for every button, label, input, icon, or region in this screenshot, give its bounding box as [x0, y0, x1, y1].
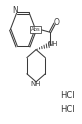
Text: HCl: HCl	[60, 91, 74, 100]
FancyBboxPatch shape	[30, 26, 41, 33]
Text: Abs: Abs	[31, 27, 41, 32]
Text: O: O	[53, 18, 59, 27]
Text: NH: NH	[47, 41, 58, 47]
Text: NH: NH	[31, 81, 41, 87]
Text: N: N	[12, 6, 18, 15]
Text: HCl: HCl	[60, 105, 74, 114]
